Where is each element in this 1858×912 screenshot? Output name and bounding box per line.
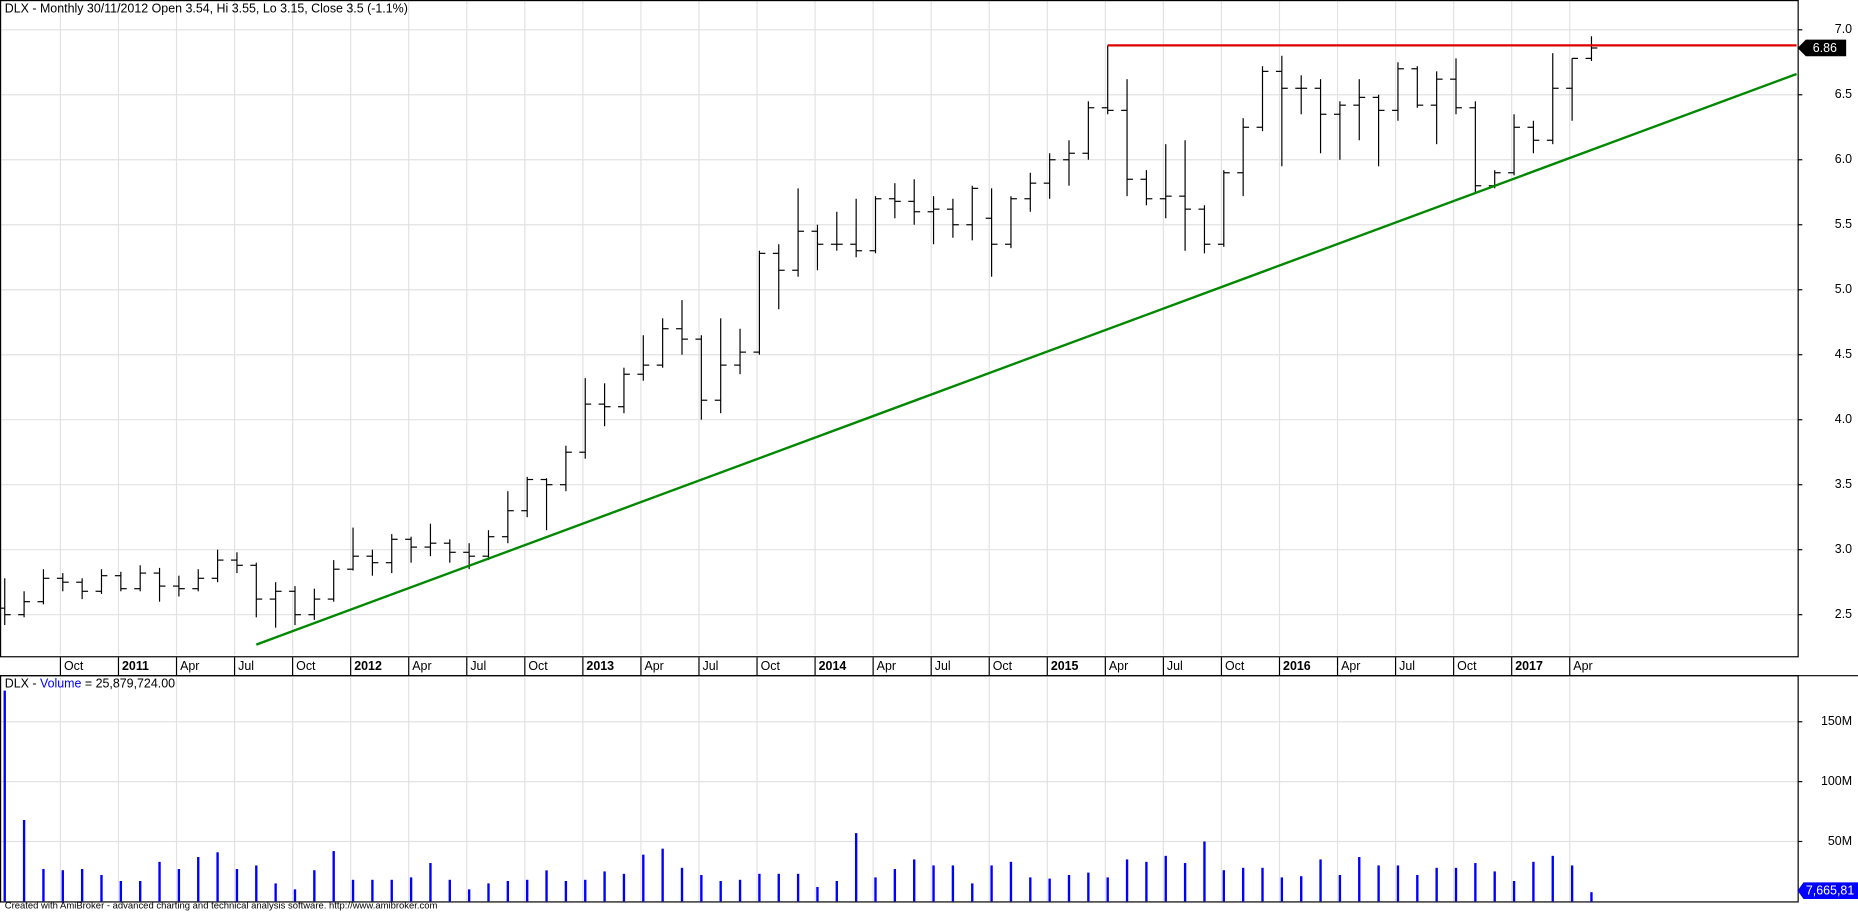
x-tick-label: Jul: [1167, 659, 1183, 673]
x-tick-label: Apr: [1341, 659, 1360, 673]
y-tick-label: 100M: [1821, 774, 1852, 788]
footer: Created with AmiBroker - advanced charti…: [5, 901, 438, 912]
x-tick-label: Oct: [528, 659, 548, 673]
y-tick-label: 6.0: [1835, 152, 1852, 166]
grid-layer: [1, 1, 1798, 902]
x-tick-label: Apr: [180, 659, 199, 673]
volume-header-prefix: DLX -: [5, 677, 37, 691]
last-price-box: [1797, 39, 1847, 57]
x-tick-label: Oct: [296, 659, 316, 673]
last-volume-label: 7,665,81: [1806, 884, 1854, 898]
y-tick-label: 5.5: [1835, 217, 1852, 231]
x-tick-label: Oct: [1225, 659, 1245, 673]
x-tick-label: 2013: [586, 659, 614, 673]
x-tick-label: Jul: [935, 659, 951, 673]
x-tick-label: Apr: [1109, 659, 1128, 673]
y-tick-label: 4.5: [1835, 347, 1852, 361]
last-volume-box: [1797, 882, 1858, 899]
x-tick-label: 2015: [1051, 659, 1079, 673]
y-tick-label: 3.5: [1835, 477, 1852, 491]
x-tick-label: Jul: [238, 659, 254, 673]
volume-series-name: Volume: [40, 677, 82, 691]
x-tick-label: Apr: [877, 659, 896, 673]
x-tick-label: Oct: [993, 659, 1013, 673]
x-tick-label: Oct: [1457, 659, 1477, 673]
x-tick-label: 2011: [122, 659, 149, 673]
volume-header: DLX - Volume = 25,879,724.00: [5, 677, 175, 691]
y-tick-label: 7.0: [1835, 22, 1852, 36]
volume-panel-frame: [0, 675, 1799, 903]
x-tick-label: Oct: [761, 659, 781, 673]
last-price-label: 6.86: [1813, 41, 1837, 55]
x-tick-label: 2016: [1283, 659, 1311, 673]
price-header: DLX - Monthly 30/11/2012 Open 3.54, Hi 3…: [5, 2, 408, 16]
y-tick-label: 150M: [1821, 714, 1852, 728]
x-tick-label: Oct: [64, 659, 84, 673]
x-tick-label: Apr: [412, 659, 431, 673]
x-tick-label: Jul: [470, 659, 486, 673]
y-tick-label: 2.5: [1835, 607, 1852, 621]
price-panel-frame: [0, 0, 1799, 658]
x-tick-label: Jul: [1399, 659, 1415, 673]
x-tick-label: 2014: [819, 659, 847, 673]
x-tick-label: 2017: [1515, 659, 1543, 673]
y-tick-label: 3.0: [1835, 542, 1852, 556]
volume-readout: = 25,879,724.00: [85, 677, 175, 691]
y-tick-label: 50M: [1828, 834, 1852, 848]
x-tick-label: Apr: [644, 659, 663, 673]
y-tick-label: 4.0: [1835, 412, 1852, 426]
x-tick-label: Apr: [1573, 659, 1592, 673]
x-tick-label: 2012: [354, 659, 382, 673]
y-tick-label: 6.5: [1835, 87, 1852, 101]
trendline: [255, 72, 1797, 646]
x-tick-label: Jul: [703, 659, 719, 673]
y-tick-label: 5.0: [1835, 282, 1852, 296]
